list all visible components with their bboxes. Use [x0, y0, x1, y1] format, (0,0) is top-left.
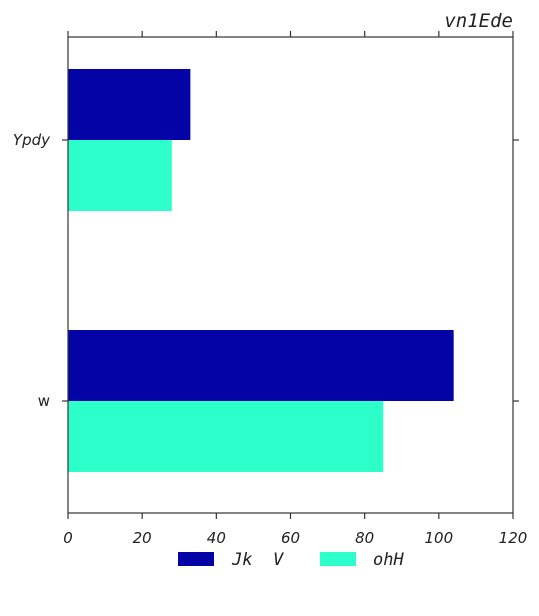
x-tick-label: 120	[499, 529, 528, 547]
legend-swatch	[178, 552, 214, 566]
x-tick-label: 100	[425, 529, 454, 547]
bar-ypdy-series-1	[68, 69, 191, 140]
bar-ypdy-series-2	[68, 140, 172, 211]
y-axis: Ypdy w	[13, 131, 519, 410]
chart-title: vn1Ede	[444, 10, 513, 32]
y-category-label: Ypdy	[13, 131, 51, 149]
legend-label: ohH	[373, 550, 404, 570]
bars-group	[68, 69, 454, 472]
x-tick-label: 0	[63, 529, 73, 547]
x-tick-label: 40	[207, 529, 226, 547]
y-category-label: w	[38, 392, 50, 410]
x-tick-label: 80	[355, 529, 374, 547]
x-tick-label: 20	[133, 529, 152, 547]
legend: Jk V ohH	[178, 550, 404, 570]
bar-w-series-1	[68, 330, 454, 401]
bar-w-series-2	[68, 401, 384, 472]
x-tick-label: 60	[281, 529, 300, 547]
x-axis: 0 20 40 60 80 100 120	[63, 31, 527, 547]
legend-label: Jk V	[231, 550, 284, 570]
legend-swatch	[320, 552, 356, 566]
